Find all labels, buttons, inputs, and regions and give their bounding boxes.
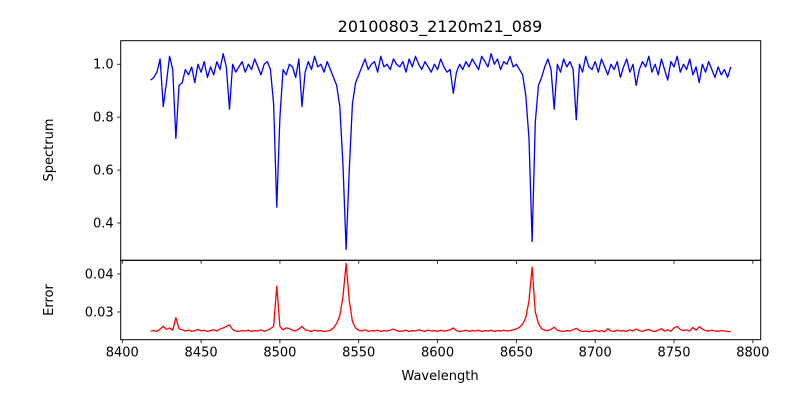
error-ylabel: Error xyxy=(42,284,57,316)
y-tick-label: 0.03 xyxy=(85,305,114,320)
x-tick-label: 8600 xyxy=(421,346,454,361)
x-axis-label: Wavelength xyxy=(401,369,478,384)
y-tick-label: 0.4 xyxy=(93,216,114,231)
x-tick-label: 8800 xyxy=(736,346,769,361)
x-tick-label: 8700 xyxy=(579,346,612,361)
x-tick-label: 8750 xyxy=(657,346,690,361)
spectrum-axes: 0.4 0.6 0.8 1.0 xyxy=(93,40,762,264)
spectrum-ylabel: Spectrum xyxy=(42,119,57,182)
x-tick-label: 8450 xyxy=(185,346,218,361)
chart-title: 20100803_2120m21_089 xyxy=(338,17,543,37)
x-tick-label: 8550 xyxy=(342,346,375,361)
y-tick-label: 0.6 xyxy=(93,164,114,179)
y-tick-label: 0.04 xyxy=(85,267,114,282)
y-tick-label: 1.0 xyxy=(93,58,114,73)
x-tick-label: 8500 xyxy=(263,346,296,361)
error-axes: 0.03 0.04 8400 8450 8500 8550 8600 8650 8700 8750… xyxy=(85,259,769,361)
x-tick-label: 8650 xyxy=(500,346,533,361)
spectrum-line xyxy=(150,53,732,251)
axes-frame xyxy=(120,259,762,341)
y-tick-label: 0.8 xyxy=(93,111,114,126)
x-tick-label: 8400 xyxy=(106,346,139,361)
error-line xyxy=(150,262,731,333)
axes-frame xyxy=(120,40,762,261)
